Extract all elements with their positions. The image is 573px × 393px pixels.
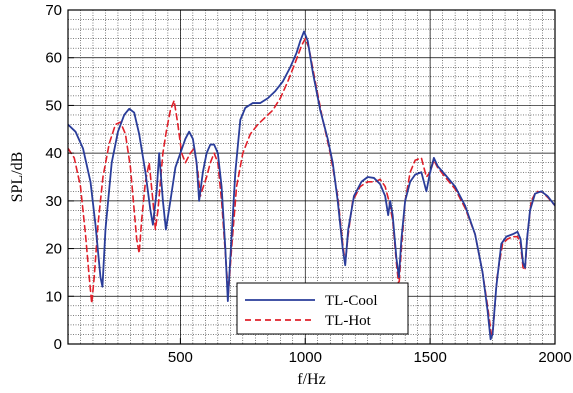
legend: TL-Cool TL-Hot bbox=[236, 282, 409, 335]
x-tick-label: 1500 bbox=[413, 349, 446, 366]
y-tick-label: 30 bbox=[45, 193, 62, 210]
y-tick-label: 20 bbox=[45, 241, 62, 258]
y-tick-label: 50 bbox=[45, 97, 62, 114]
legend-label-tl-hot: TL-Hot bbox=[325, 313, 372, 329]
y-tick-label: 40 bbox=[45, 145, 62, 162]
y-tick-label: 60 bbox=[45, 50, 62, 67]
legend-box bbox=[236, 282, 409, 335]
y-tick-label: 0 bbox=[54, 336, 62, 353]
axis-ticks bbox=[68, 9, 556, 345]
tick-labels: 500 1000 1500 2000 0 10 20 30 40 50 60 70 bbox=[45, 2, 571, 366]
plot-frame bbox=[67, 9, 556, 345]
y-tick-label: 70 bbox=[45, 2, 62, 19]
y-tick-label: 10 bbox=[45, 288, 62, 305]
series-line-tl-cool bbox=[68, 30, 555, 341]
y-axis-title: SPL/dB bbox=[9, 152, 26, 203]
legend-label-tl-cool: TL-Cool bbox=[325, 293, 378, 309]
x-tick-label: 500 bbox=[168, 349, 193, 366]
x-tick-label: 1000 bbox=[289, 349, 322, 366]
plot-lines bbox=[68, 30, 555, 341]
x-tick-label: 2000 bbox=[538, 349, 571, 366]
x-axis-title: f/Hz bbox=[297, 371, 325, 388]
